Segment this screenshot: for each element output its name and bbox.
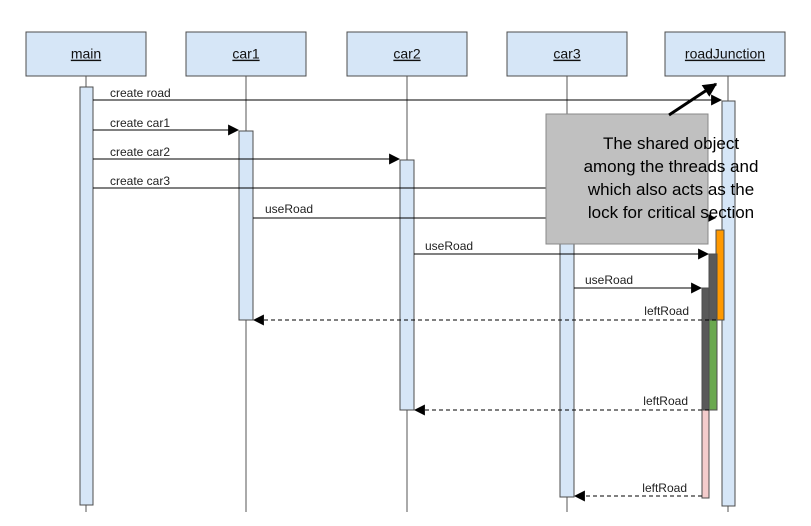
message-label: create road	[110, 86, 171, 100]
message-label: create car1	[110, 116, 170, 130]
message-label: useRoad	[265, 202, 313, 216]
participant-roadjunction: roadJunction	[664, 31, 786, 77]
participant-car2: car2	[346, 31, 468, 77]
critical-section-car2	[708, 319, 718, 411]
participant-car1: car1	[185, 31, 307, 77]
message-label: useRoad	[425, 239, 473, 253]
participant-label: car2	[393, 46, 420, 62]
note-box	[545, 113, 709, 245]
message-labels: create road create car1 create car2 crea…	[110, 86, 689, 495]
participant-label: roadJunction	[685, 46, 765, 62]
critical-section-car3	[701, 409, 710, 499]
return-messages	[252, 314, 716, 502]
participant-label: car1	[232, 46, 259, 62]
message-label: useRoad	[585, 273, 633, 287]
note-line: lock for critical section	[588, 203, 754, 222]
note-pointer-arrow	[668, 82, 718, 117]
note-line: among the threads and	[584, 157, 759, 176]
callout-note: The shared object among the threads and …	[545, 113, 759, 245]
participant-car3: car3	[506, 31, 628, 77]
waiting-section-car3	[701, 287, 710, 411]
participant-main: main	[25, 31, 147, 77]
participant-label: car3	[553, 46, 580, 62]
call-messages	[93, 94, 723, 294]
message-label: leftRoad	[642, 481, 687, 495]
activations	[79, 86, 736, 507]
message-label: leftRoad	[643, 394, 688, 408]
message-label: create car3	[110, 174, 170, 188]
activation-main	[79, 86, 94, 506]
message-label: create car2	[110, 145, 170, 159]
participant-label: main	[71, 46, 101, 62]
activation-car2	[399, 159, 415, 411]
note-line: which also acts as the	[587, 180, 754, 199]
activation-car1	[238, 130, 254, 321]
note-line: The shared object	[603, 134, 739, 153]
message-label: leftRoad	[644, 304, 689, 318]
critical-sections	[701, 229, 725, 499]
